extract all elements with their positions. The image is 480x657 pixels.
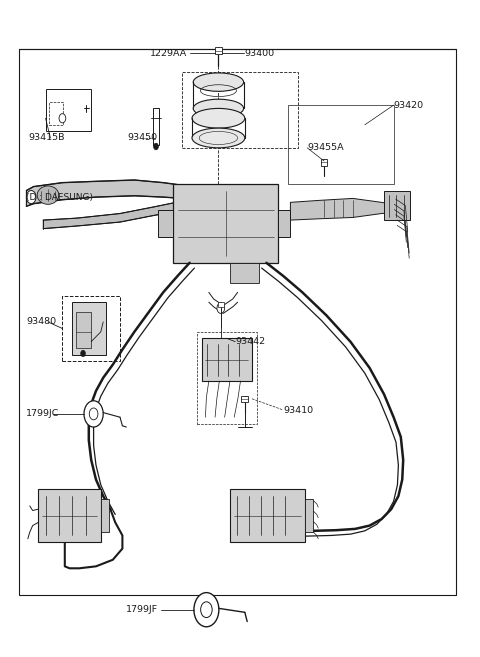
Bar (153, 108, 159, 145)
Bar (230, 263, 259, 283)
Circle shape (59, 114, 66, 123)
Bar (38, 489, 101, 542)
Text: 93455A: 93455A (307, 143, 344, 152)
Text: 93442: 93442 (235, 337, 265, 346)
Bar (46, 89, 91, 131)
Bar (158, 210, 173, 237)
Circle shape (201, 602, 212, 618)
Text: 1799JF: 1799JF (126, 605, 158, 614)
Text: 93400: 93400 (245, 49, 275, 58)
Text: 93420: 93420 (394, 101, 424, 110)
Bar (72, 302, 106, 355)
Circle shape (217, 303, 225, 313)
Bar (101, 499, 109, 532)
Polygon shape (290, 198, 406, 220)
Bar (202, 338, 252, 381)
Bar (278, 210, 290, 237)
Ellipse shape (193, 99, 243, 118)
Circle shape (194, 593, 219, 627)
Text: 1799JC: 1799JC (26, 409, 60, 419)
Bar (305, 499, 313, 532)
Bar (19, 49, 456, 595)
Bar (173, 184, 278, 263)
Ellipse shape (193, 73, 243, 91)
Bar (218, 302, 224, 307)
Text: 93450: 93450 (127, 133, 157, 143)
Bar (215, 47, 222, 54)
Text: 93480: 93480 (26, 317, 57, 327)
Text: 93415B: 93415B (29, 133, 65, 143)
Bar (62, 296, 120, 361)
Text: 1229AA: 1229AA (150, 49, 187, 58)
Polygon shape (43, 201, 182, 229)
Circle shape (26, 191, 36, 204)
Polygon shape (26, 180, 182, 206)
Bar (384, 191, 410, 220)
Ellipse shape (192, 108, 245, 128)
Circle shape (89, 408, 98, 420)
Bar (76, 312, 91, 348)
Ellipse shape (192, 128, 245, 148)
Bar (182, 72, 298, 148)
Text: (D : DAESUNG): (D : DAESUNG) (26, 193, 94, 202)
Bar (197, 332, 257, 424)
Bar (49, 102, 63, 125)
Circle shape (154, 143, 158, 150)
Bar (321, 159, 327, 166)
Circle shape (84, 401, 103, 427)
Ellipse shape (37, 186, 59, 204)
Circle shape (81, 350, 85, 357)
Text: 93410: 93410 (283, 406, 313, 415)
Bar (230, 489, 305, 542)
Bar (288, 105, 394, 184)
Bar (241, 396, 248, 402)
